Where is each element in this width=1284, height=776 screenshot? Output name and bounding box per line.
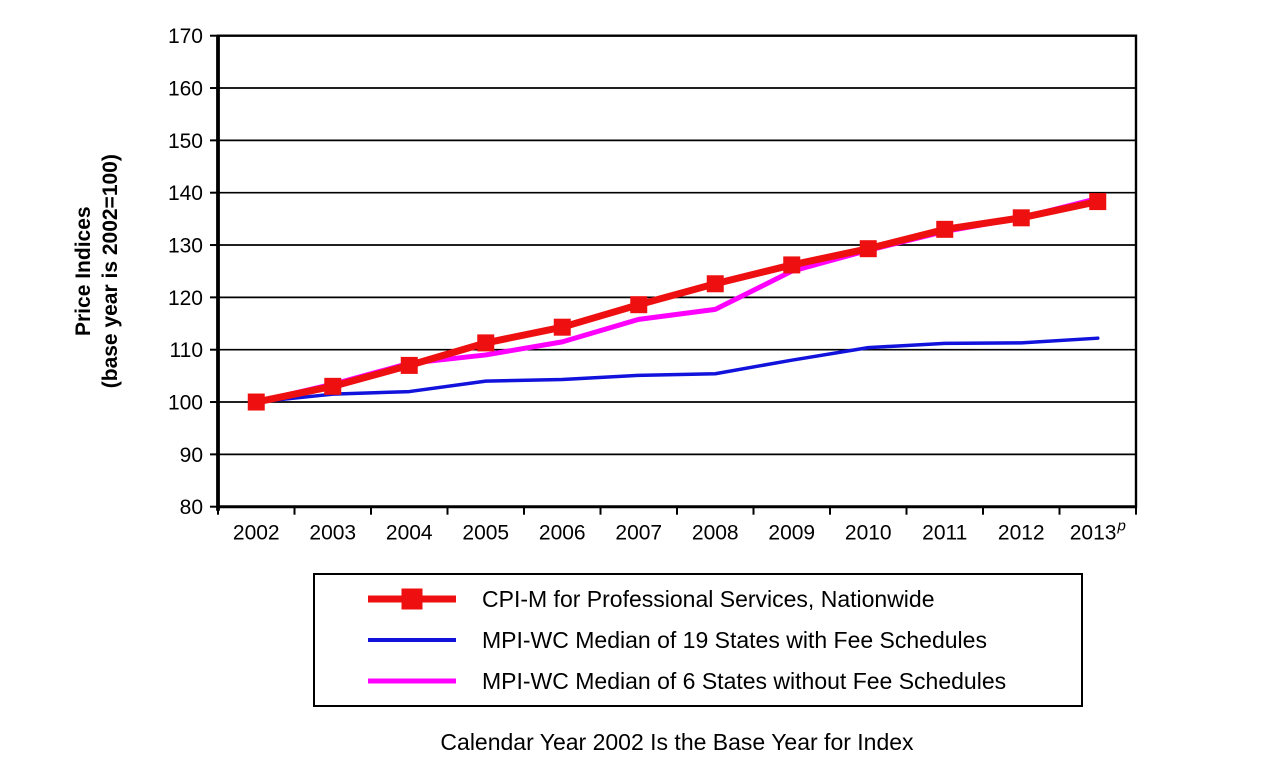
y-tick-label: 120 [168,287,203,310]
x-tick-label: 2013p [1070,518,1126,545]
y-tick-label: 130 [168,235,203,258]
y-tick-label: 110 [170,339,203,362]
series-marker-0 [553,318,571,336]
x-tick-label: 2002 [233,522,280,545]
series-line-1 [254,336,1100,404]
series-marker-0 [247,393,265,411]
x-tick-label: 2004 [386,522,433,545]
y-tick-label: 90 [180,444,203,467]
y-tick-label: 150 [168,130,203,153]
series-marker-0 [1012,209,1030,227]
series-marker-0 [630,296,648,314]
x-tick-label: 2012 [998,522,1045,545]
price-index-chart: 80 90 100 110 120 130 140 150 160 170 2002 2003 2004… [72,25,1138,545]
legend-label-mpi-wc-6: MPI-WC Median of 6 States without Fee Sc… [482,667,1007,694]
series-marker-0 [859,240,877,258]
legend-label-mpi-wc-19: MPI-WC Median of 19 States with Fee Sche… [482,626,987,653]
series-line-0 [252,198,1102,406]
y-tick-label: 140 [168,182,203,205]
legend-label-cpi-m: CPI-M for Professional Services, Nationw… [482,585,935,612]
legend-item-cpi-m: CPI-M for Professional Services, Nationw… [368,582,1081,616]
x-tick-label: 2005 [462,522,509,545]
x-tick-label: 2009 [768,522,815,545]
series-marker-0 [324,377,342,395]
legend-line-sample-cpi-m [368,586,456,612]
series-marker-0 [783,256,801,274]
y-axis-title-line2: (base year is 2002=100) [99,154,122,388]
magenta-line-icon [368,678,456,684]
chart-caption: Calendar Year 2002 Is the Base Year for … [440,729,914,755]
blue-line-icon [368,638,456,642]
plot-border [216,34,1138,508]
x-tick-label: 2008 [692,522,739,545]
legend-line-sample-mpi-wc-19 [368,627,456,653]
x-tick-label: 2010 [845,522,892,545]
legend-line-sample-mpi-wc-6 [368,668,456,694]
y-tick-label: 160 [168,78,203,101]
y-tick-label: 100 [168,392,203,415]
series-marker-0 [706,275,724,293]
series-marker-0 [477,334,495,352]
y-tick-label: 170 [168,25,203,48]
y-tick-label: 80 [180,496,203,519]
x-tick-label: 2003 [309,522,356,545]
square-marker-icon [401,588,423,610]
x-tick-label: 2006 [539,522,586,545]
series-marker-0 [936,220,954,238]
legend-item-mpi-wc-19: MPI-WC Median of 19 States with Fee Sche… [368,623,1081,657]
series-marker-0 [400,356,418,374]
legend-item-mpi-wc-6: MPI-WC Median of 6 States without Fee Sc… [368,664,1081,698]
series-marker-0 [1089,193,1107,211]
x-tick-label: 2007 [615,522,662,545]
y-axis-title-line1: Price Indices [72,206,95,336]
legend: CPI-M for Professional Services, Nationw… [313,573,1083,707]
x-tick-label: 2011 [922,522,967,545]
